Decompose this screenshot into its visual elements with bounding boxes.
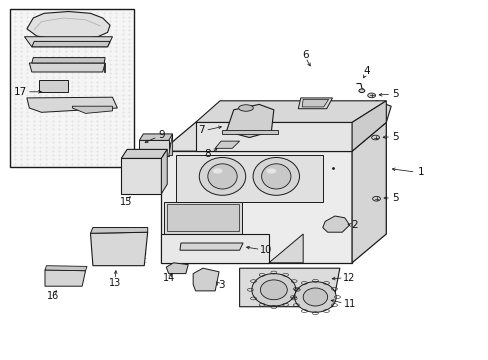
Polygon shape [322, 216, 349, 232]
Polygon shape [139, 134, 172, 140]
Ellipse shape [238, 105, 253, 111]
Text: 7: 7 [198, 125, 204, 135]
Polygon shape [168, 134, 172, 156]
Polygon shape [195, 101, 386, 122]
Polygon shape [39, 80, 68, 92]
Polygon shape [45, 270, 85, 286]
Ellipse shape [303, 288, 327, 306]
Polygon shape [90, 228, 147, 233]
Polygon shape [139, 140, 168, 156]
Polygon shape [161, 151, 351, 263]
Polygon shape [161, 234, 268, 263]
Ellipse shape [367, 93, 375, 98]
Ellipse shape [261, 164, 290, 189]
Text: 5: 5 [391, 132, 398, 142]
Text: 10: 10 [260, 245, 272, 255]
Polygon shape [351, 122, 386, 263]
Polygon shape [176, 155, 322, 202]
Ellipse shape [371, 135, 379, 140]
Bar [10, 9, 134, 167]
Polygon shape [90, 232, 147, 266]
Ellipse shape [372, 197, 380, 201]
Polygon shape [161, 122, 386, 151]
Polygon shape [222, 130, 277, 134]
Polygon shape [45, 266, 87, 271]
Polygon shape [302, 99, 328, 107]
Ellipse shape [358, 89, 364, 93]
Polygon shape [27, 12, 110, 39]
Ellipse shape [212, 168, 222, 174]
Text: 2: 2 [350, 220, 357, 230]
Text: 9: 9 [158, 130, 164, 140]
Ellipse shape [199, 158, 245, 195]
Ellipse shape [266, 168, 276, 174]
Text: 6: 6 [302, 50, 308, 60]
Ellipse shape [294, 282, 336, 312]
Ellipse shape [251, 274, 295, 306]
Polygon shape [268, 234, 303, 263]
Ellipse shape [260, 280, 287, 300]
Polygon shape [121, 158, 161, 194]
Polygon shape [161, 149, 167, 194]
Polygon shape [195, 122, 351, 151]
Text: 12: 12 [343, 273, 355, 283]
Polygon shape [29, 63, 105, 72]
Text: 15: 15 [120, 197, 132, 207]
Polygon shape [103, 63, 105, 72]
Polygon shape [24, 37, 112, 47]
Text: 5: 5 [391, 193, 398, 203]
Polygon shape [32, 58, 105, 63]
Polygon shape [342, 101, 390, 122]
Ellipse shape [207, 164, 237, 189]
Text: 11: 11 [343, 299, 355, 309]
Polygon shape [239, 268, 339, 307]
Text: 14: 14 [162, 273, 175, 283]
Text: 5: 5 [391, 89, 398, 99]
Polygon shape [215, 141, 239, 148]
Text: 4: 4 [363, 66, 369, 76]
Polygon shape [163, 202, 242, 234]
Polygon shape [193, 268, 219, 291]
Polygon shape [167, 204, 238, 231]
Text: 1: 1 [417, 167, 424, 177]
Text: 16: 16 [46, 291, 59, 301]
Polygon shape [226, 104, 273, 138]
Polygon shape [72, 106, 112, 113]
Polygon shape [27, 97, 117, 112]
Polygon shape [351, 101, 386, 151]
Text: 3: 3 [217, 280, 224, 290]
Polygon shape [180, 243, 243, 250]
Ellipse shape [253, 158, 299, 195]
Text: 13: 13 [108, 278, 121, 288]
Polygon shape [121, 149, 167, 158]
Text: 8: 8 [204, 149, 211, 159]
Polygon shape [32, 41, 110, 47]
Polygon shape [166, 263, 188, 274]
Polygon shape [298, 98, 332, 109]
Text: 17: 17 [14, 87, 27, 97]
